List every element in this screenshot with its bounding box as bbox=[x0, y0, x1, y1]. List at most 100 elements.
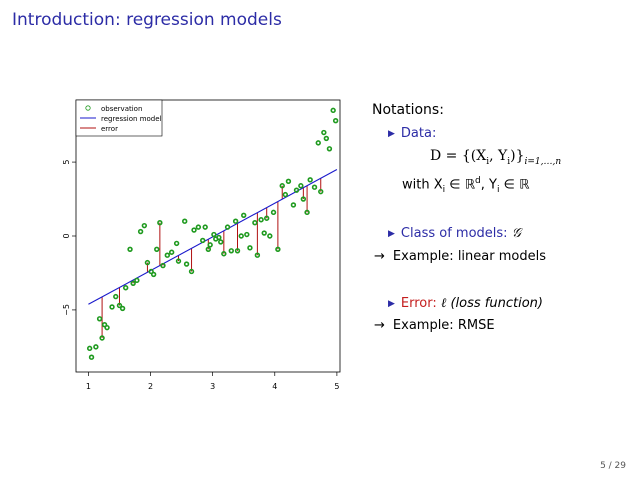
observation-point bbox=[258, 217, 264, 223]
observation-point bbox=[113, 293, 119, 300]
with-part: ∈ ℝ bbox=[445, 177, 476, 193]
class-label: Class of models: bbox=[400, 226, 508, 241]
x-tick-label: 3 bbox=[210, 382, 215, 391]
data-label: Data: bbox=[400, 126, 437, 141]
y-tick-label: −5 bbox=[62, 304, 71, 316]
observation-point bbox=[154, 246, 160, 253]
y-tick-label: 5 bbox=[62, 160, 71, 165]
observation-point bbox=[307, 177, 313, 183]
observation-point bbox=[191, 227, 197, 233]
error-segments bbox=[101, 178, 322, 338]
observation-point bbox=[279, 183, 285, 189]
class-bullet: ▶ Class of models: 𝒢 bbox=[388, 226, 521, 241]
observation-point bbox=[318, 188, 324, 195]
observation-point bbox=[205, 246, 212, 253]
observation-point bbox=[282, 191, 289, 198]
observation-point bbox=[182, 218, 188, 224]
regression-scatter-plot: observation regression model error 1 2 3 4 5… bbox=[62, 99, 341, 391]
observation-point bbox=[293, 187, 300, 193]
observation-point bbox=[275, 246, 281, 253]
with-part: , Y bbox=[480, 177, 497, 193]
observation-point bbox=[99, 335, 105, 341]
observation-point bbox=[298, 183, 304, 189]
with-sub: i bbox=[442, 184, 446, 195]
bullet-triangle-icon: ▶ bbox=[388, 229, 395, 239]
observation-point bbox=[211, 231, 217, 238]
observation-point bbox=[164, 252, 171, 258]
observation-point bbox=[247, 245, 253, 251]
observation-point bbox=[160, 262, 166, 269]
formula-part: )} bbox=[510, 148, 525, 164]
plot-axes: 1 2 3 4 5 −5 0 5 bbox=[62, 160, 339, 391]
observation-point bbox=[130, 280, 136, 287]
slide-title: Introduction: regression models bbox=[12, 10, 282, 30]
observation-point bbox=[88, 354, 95, 360]
observation-point bbox=[221, 251, 227, 257]
bullet-triangle-icon: ▶ bbox=[388, 129, 395, 139]
x-tick-label: 1 bbox=[86, 382, 91, 391]
observation-point bbox=[330, 107, 336, 114]
observation-point bbox=[241, 212, 247, 219]
observation-point bbox=[285, 178, 292, 185]
observation-point bbox=[116, 302, 123, 309]
data-bullet: ▶ Data: bbox=[388, 126, 436, 141]
observation-point bbox=[173, 240, 180, 247]
page-number: 5 / 29 bbox=[600, 461, 626, 471]
legend-observation-label: observation bbox=[101, 105, 142, 113]
observation-point bbox=[202, 224, 208, 230]
observation-point bbox=[207, 242, 213, 248]
observation-point bbox=[119, 305, 126, 312]
legend-model-label: regression model bbox=[101, 115, 162, 123]
observation-point bbox=[101, 321, 108, 328]
error-symbol: ℓ bbox=[440, 296, 447, 311]
observation-point bbox=[137, 228, 144, 235]
observation-point bbox=[141, 222, 148, 229]
observation-point bbox=[150, 271, 157, 278]
observation-point bbox=[315, 140, 321, 146]
observation-point bbox=[254, 252, 261, 258]
observation-point bbox=[290, 202, 297, 208]
observation-point bbox=[261, 230, 267, 236]
observation-point bbox=[304, 209, 310, 216]
observation-point bbox=[122, 285, 129, 291]
observation-point bbox=[200, 237, 206, 244]
observation-point bbox=[144, 259, 151, 266]
observation-point bbox=[224, 224, 231, 230]
plot-frame bbox=[75, 99, 341, 373]
class-symbol: 𝒢 bbox=[511, 226, 521, 241]
formula-sub: i bbox=[507, 156, 511, 167]
observation-point bbox=[188, 268, 195, 275]
with-part: ∈ ℝ bbox=[499, 177, 530, 193]
error-bullet: ▶ Error: ℓ (loss function) bbox=[388, 295, 543, 311]
legend-error-label: error bbox=[101, 125, 118, 133]
observation-point bbox=[300, 196, 307, 202]
observation-point bbox=[175, 258, 182, 264]
observation-point bbox=[109, 304, 115, 310]
formula-part: D = {(X bbox=[430, 148, 487, 164]
observation-point bbox=[127, 246, 133, 253]
observation-point bbox=[252, 219, 258, 226]
with-part: with X bbox=[402, 177, 443, 193]
notations-heading: Notations: bbox=[372, 102, 444, 118]
observation-point bbox=[93, 344, 99, 350]
observation-point bbox=[321, 129, 327, 136]
observation-point bbox=[157, 219, 163, 226]
observation-point bbox=[326, 146, 333, 152]
observation-point bbox=[238, 233, 244, 239]
y-tick-label: 0 bbox=[62, 233, 71, 238]
observation-point bbox=[267, 233, 273, 239]
observation-point bbox=[264, 215, 270, 221]
observation-point bbox=[244, 231, 250, 238]
observation-point bbox=[96, 316, 103, 322]
observation-point bbox=[183, 261, 190, 267]
observation-point bbox=[311, 184, 318, 190]
arrow-icon: → bbox=[374, 318, 385, 333]
bullet-triangle-icon: ▶ bbox=[388, 299, 395, 309]
observation-point bbox=[228, 248, 234, 254]
notations-panel: Notations: bbox=[372, 102, 444, 118]
plot-legend: observation regression model error bbox=[75, 99, 163, 137]
data-domain-text: with Xi ∈ ℝd, Yi ∈ ℝ bbox=[402, 176, 529, 195]
with-sub: i bbox=[496, 184, 500, 195]
observation-point bbox=[86, 345, 93, 352]
example-rmse-text: Example: RMSE bbox=[392, 318, 495, 333]
